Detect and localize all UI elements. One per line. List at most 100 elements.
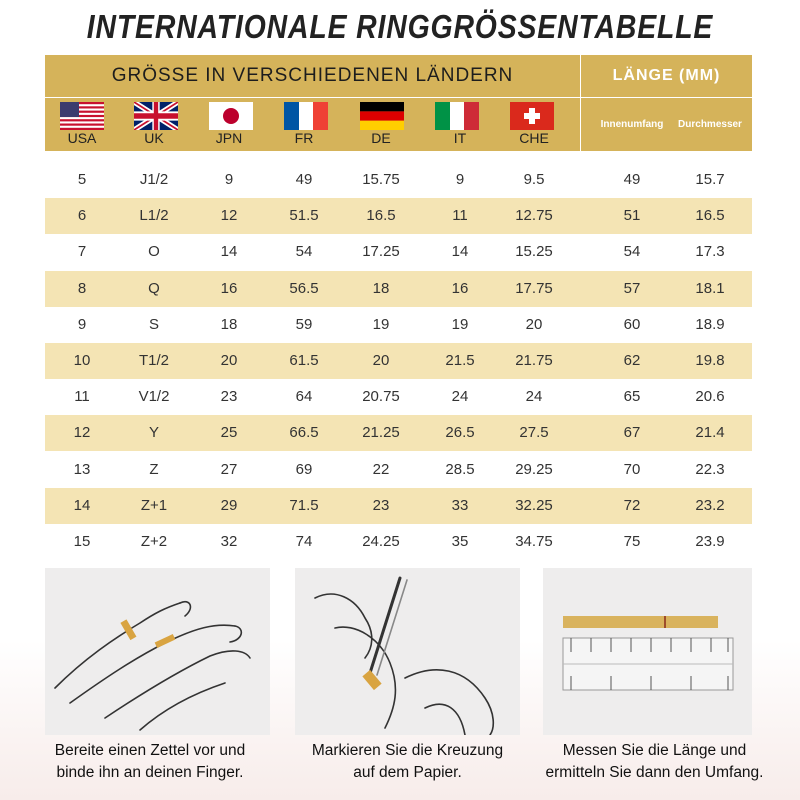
table-cell: 23	[220, 388, 238, 406]
table-cell: 21.5	[445, 352, 475, 369]
table-cell: 74	[295, 533, 313, 550]
table-cell: 64	[295, 388, 313, 406]
table-cell: 12	[73, 424, 91, 442]
country-label: UK	[144, 130, 164, 146]
step-caption: Bereite einen Zettel vor und binde ihn an…	[20, 740, 280, 784]
length-column-label: Durchmesser	[678, 119, 742, 130]
step-caption: Messen Sie die Länge und ermitteln Sie da…	[512, 740, 797, 784]
table-cell: 24.25	[362, 533, 400, 550]
table-cell: 25	[220, 424, 238, 442]
table-cell: 70	[623, 460, 641, 478]
table-cell: 21.25	[362, 424, 400, 442]
table-cell: 22.3	[695, 460, 725, 478]
table-cell: 57	[623, 279, 641, 297]
table-cell: 19	[451, 315, 469, 333]
table-cell: 11	[452, 207, 468, 225]
table-cell: 34.75	[515, 533, 553, 550]
table-cell: 56.5	[289, 279, 319, 297]
table-cell: 75	[623, 533, 641, 550]
country-label: IT	[453, 130, 467, 146]
table-cell: 23.2	[695, 496, 725, 514]
table-cell: V1/2	[138, 388, 170, 406]
caption-line: ermitteln Sie dann den Umfang.	[545, 764, 764, 781]
country-label: CHE	[519, 130, 549, 146]
table-cell: 18	[220, 315, 238, 333]
table-cell: 16.5	[695, 207, 725, 225]
step-caption: Markieren Sie die Kreuzung auf dem Papier…	[280, 740, 535, 784]
table-row: 9 S 18 59 19 19 20 60 18.9	[45, 307, 752, 343]
title: INTERNATIONALE RINGGRÖSSENTABELLE	[86, 8, 714, 45]
table-cell: 54	[295, 243, 313, 261]
table-cell: 20	[372, 352, 390, 369]
table-cell: L1/2	[139, 207, 169, 225]
table-row: 10 T1/2 20 61.5 20 21.5 21.75 62 19.8	[45, 343, 752, 379]
table-cell: 11	[74, 388, 90, 406]
table-cell: 15	[73, 533, 91, 550]
flag-it	[435, 102, 479, 130]
table-cell: 35	[451, 533, 469, 550]
step-image-ruler	[543, 568, 752, 735]
header-left: GRÖSSE IN VERSCHIEDENEN LÄNDERN	[111, 65, 514, 86]
table-cell: 59	[295, 315, 313, 333]
table-cell: T1/2	[138, 352, 169, 369]
table-cell: 14	[220, 243, 238, 261]
table-cell: 51	[623, 207, 641, 225]
table-cell: 5	[77, 171, 87, 188]
table-cell: 10	[73, 352, 91, 369]
table-cell: 20	[220, 352, 238, 369]
table-cell: 29	[220, 496, 238, 514]
table-cell: 28.5	[445, 460, 475, 478]
table-row: 5 J1/2 9 49 15.75 9 9.5 49 15.7	[45, 162, 752, 198]
table-cell: 23.9	[695, 533, 725, 550]
table-cell: 12	[220, 207, 238, 225]
table-cell: 19	[372, 315, 390, 333]
table-cell: 15.75	[362, 171, 400, 188]
table-cell: 20	[525, 315, 543, 333]
table-cell: 20.75	[362, 388, 400, 406]
table-cell: 18.1	[695, 279, 725, 297]
table-cell: 22	[372, 460, 390, 478]
table-cell: 9	[224, 171, 234, 188]
caption-line: auf dem Papier.	[353, 764, 462, 781]
table-cell: 60	[623, 315, 641, 333]
divider	[45, 97, 752, 98]
flag-che	[510, 102, 554, 130]
table-cell: Q	[148, 279, 160, 297]
table-cell: Y	[148, 424, 159, 442]
caption-line: Markieren Sie die Kreuzung	[311, 742, 504, 759]
table-cell: 9	[77, 315, 87, 333]
divider	[580, 97, 581, 151]
table-row: 14 Z+1 29 71.5 23 33 32.25 72 23.2	[45, 487, 752, 524]
caption-line: Messen Sie die Länge und	[562, 742, 747, 759]
length-column-label: Innenumfang	[600, 119, 664, 130]
flag-uk	[134, 102, 178, 130]
table-row: 12 Y 25 66.5 21.25 26.5 27.5 67 21.4	[45, 415, 752, 452]
table-row: 7 O 14 54 17.25 14 15.25 54 17.3	[45, 234, 752, 270]
table-cell: 17.3	[695, 243, 725, 261]
flag-fr	[284, 102, 328, 130]
table-cell: 23	[372, 496, 390, 514]
table-cell: 33	[451, 496, 469, 514]
flag-de	[360, 102, 404, 130]
table-row: 11 V1/2 23 64 20.75 24 24 65 20.6	[45, 379, 752, 415]
caption-line: binde ihn an deinen Finger.	[56, 764, 244, 781]
table-cell: 14	[451, 243, 469, 261]
table-cell: 7	[77, 243, 87, 261]
table-row: 8 Q 16 56.5 18 16 17.75 57 18.1	[45, 270, 752, 307]
table-cell: 15.7	[695, 171, 725, 188]
table-row: 13 Z 27 69 22 28.5 29.25 70 22.3	[45, 452, 752, 488]
table-row: 15 Z+2 32 74 24.25 35 34.75 75 23.9	[45, 524, 752, 560]
table-cell: 49	[295, 171, 313, 188]
step-image-finger	[45, 568, 270, 735]
table-cell: 24	[525, 388, 543, 406]
step-image-mark	[295, 568, 520, 735]
table-cell: 29.25	[515, 460, 553, 478]
table-cell: 15.25	[515, 243, 553, 261]
table-cell: 32.25	[515, 496, 553, 514]
table-cell: 16.5	[366, 207, 396, 225]
table-cell: J1/2	[139, 171, 169, 188]
table-cell: 6	[77, 207, 87, 225]
country-label: JPN	[215, 130, 243, 146]
